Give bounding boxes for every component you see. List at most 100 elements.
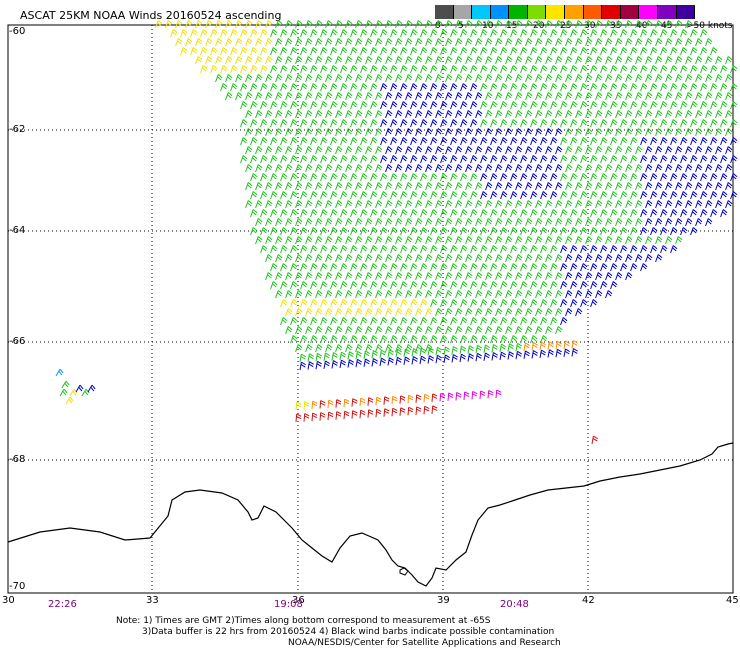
wind-barb (675, 236, 683, 245)
wind-barb (200, 29, 208, 38)
wind-barb (405, 272, 413, 281)
wind-barb (275, 254, 283, 263)
wind-barb (370, 317, 378, 326)
wind-barb (440, 299, 448, 308)
wind-barb (235, 74, 243, 83)
wind-barb (410, 29, 418, 38)
wind-barb (400, 83, 408, 92)
wind-barb (560, 137, 568, 146)
legend-swatch (527, 5, 547, 19)
wind-barb (425, 272, 433, 281)
wind-barb (700, 191, 708, 200)
wind-barb (505, 236, 513, 245)
wind-barb (650, 137, 658, 146)
wind-barb (370, 335, 378, 344)
wind-barb (327, 411, 334, 421)
wind-barb (425, 92, 433, 101)
wind-barb (660, 155, 668, 164)
wind-barb (480, 209, 488, 218)
wind-barb (250, 191, 258, 200)
wind-barb (380, 29, 388, 38)
wind-barb (250, 29, 258, 38)
wind-barb (640, 101, 648, 110)
wind-barb (410, 83, 418, 92)
wind-barb (255, 92, 263, 101)
wind-barb (330, 191, 338, 200)
wind-barb (285, 74, 293, 83)
wind-barb (480, 119, 488, 128)
wind-barb (295, 20, 303, 29)
wind-barb (330, 335, 338, 344)
wind-barb (375, 20, 383, 29)
wind-barb (200, 47, 208, 56)
wind-barb (630, 227, 638, 236)
wind-barb (355, 272, 363, 281)
wind-barb (495, 272, 503, 281)
wind-barb (410, 335, 418, 344)
wind-barb (565, 182, 573, 191)
wind-barb (300, 83, 308, 92)
wind-barb (700, 47, 708, 56)
wind-barb (655, 128, 663, 137)
wind-barb (655, 200, 663, 209)
wind-barb (445, 146, 453, 155)
wind-barb (530, 335, 538, 344)
wind-barb (665, 182, 673, 191)
wind-barb (540, 137, 548, 146)
wind-barb (430, 317, 438, 326)
wind-barb (535, 92, 543, 101)
wind-barb (605, 74, 613, 83)
wind-barb (400, 245, 408, 254)
wind-barb (320, 191, 328, 200)
map-title: ASCAT 25KM NOAA Winds 20160524 ascending (20, 9, 282, 22)
wind-barb (400, 47, 408, 56)
wind-barb (375, 56, 383, 65)
wind-barb (285, 290, 293, 299)
wind-barb (465, 92, 473, 101)
wind-barb (325, 56, 333, 65)
wind-barb (395, 56, 403, 65)
wind-barb (565, 74, 573, 83)
wind-barb (365, 164, 373, 173)
wind-barb (491, 344, 498, 353)
wind-barb (340, 47, 348, 56)
wind-barb (330, 299, 338, 308)
legend-color-bar (435, 5, 696, 19)
wind-barb (330, 245, 338, 254)
wind-barb (327, 399, 334, 409)
wind-barb (525, 326, 533, 335)
wind-barb (575, 110, 583, 119)
wind-barb (590, 155, 598, 164)
wind-barb (485, 56, 493, 65)
wind-barb (350, 245, 358, 254)
wind-barb (385, 326, 393, 335)
wind-barb (605, 38, 613, 47)
wind-barb (605, 290, 613, 299)
wind-barb (555, 218, 563, 227)
wind-barb (705, 128, 713, 137)
wind-barb (590, 137, 598, 146)
wind-barb (445, 56, 453, 65)
wind-barb (475, 344, 482, 354)
wind-barb (365, 56, 373, 65)
legend-label-15: 15 (506, 21, 518, 31)
wind-barb (620, 137, 628, 146)
wind-barb (605, 182, 613, 191)
wind-barb (535, 110, 543, 119)
wind-barb (475, 200, 483, 209)
wind-barb (390, 173, 398, 182)
wind-barb (365, 110, 373, 119)
wind-barb (655, 92, 663, 101)
wind-barb (510, 137, 518, 146)
wind-barb (370, 281, 378, 290)
wind-barb (665, 56, 673, 65)
wind-barb (690, 137, 698, 146)
wind-barb (725, 164, 733, 173)
wind-barb (445, 254, 453, 263)
wind-barb (515, 254, 523, 263)
wind-barb (410, 245, 418, 254)
wind-barb (515, 164, 523, 173)
wind-barb (640, 83, 648, 92)
wind-barb (475, 38, 483, 47)
wind-barb (205, 56, 213, 65)
